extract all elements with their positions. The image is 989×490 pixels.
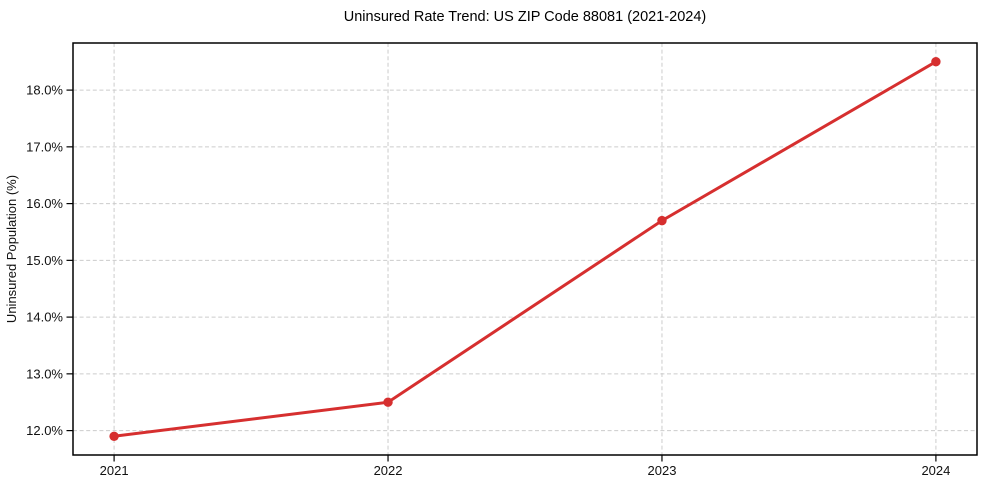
y-tick-label: 12.0% <box>26 423 63 438</box>
x-tick-label: 2022 <box>374 463 403 478</box>
series-layer <box>109 57 941 441</box>
data-point-marker <box>931 57 941 67</box>
y-tick-label: 14.0% <box>26 310 63 325</box>
chart-title: Uninsured Rate Trend: US ZIP Code 88081 … <box>344 9 706 25</box>
x-tick-label: 2021 <box>100 463 129 478</box>
x-tick-label: 2023 <box>648 463 677 478</box>
trend-line <box>112 60 938 438</box>
grid-layer <box>73 43 977 455</box>
y-tick-label: 13.0% <box>26 366 63 381</box>
y-tick-label: 15.0% <box>26 253 63 268</box>
data-point-marker <box>109 431 119 441</box>
axis-layer: 12.0% 13.0% 14.0% 15.0% 16.0% 17.0% 18.0% 2021 2… <box>26 42 978 478</box>
y-tick-label: 18.0% <box>26 83 63 98</box>
plot-frame <box>72 42 978 456</box>
x-tick-label: 2024 <box>921 463 950 478</box>
data-point-marker <box>383 397 393 407</box>
data-point-marker <box>657 215 667 226</box>
y-tick-label: 16.0% <box>26 196 63 211</box>
y-axis-label: Uninsured Population (%) <box>4 175 19 323</box>
y-tick-label: 17.0% <box>26 139 63 154</box>
